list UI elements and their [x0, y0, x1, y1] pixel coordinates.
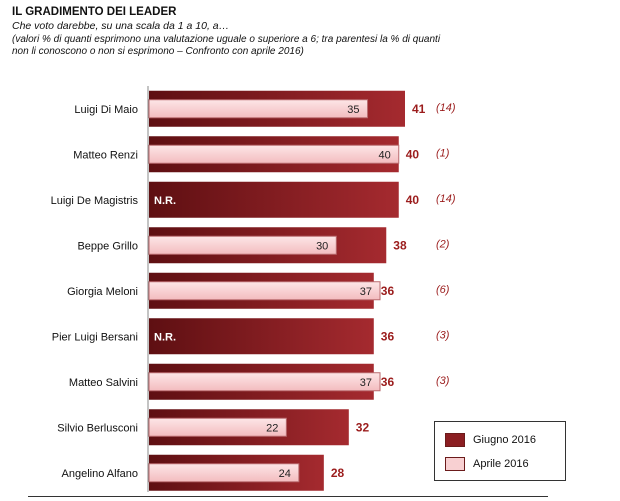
chart-title: IL GRADIMENTO DEI LEADER [12, 6, 177, 18]
bar-aprile [148, 372, 381, 392]
unknown-share-label: (2) [436, 238, 450, 250]
chart-note: (valori % di quanti esprimono una valuta… [12, 34, 441, 57]
legend-label-giugno: Giugno 2016 [473, 434, 536, 446]
chart-legend: Giugno 2016 Aprile 2016 [434, 421, 566, 481]
category-label: Beppe Grillo [77, 240, 138, 252]
unknown-share-label: (3) [436, 375, 450, 387]
value-label-aprile: 30 [316, 240, 328, 252]
na-label: N.R. [154, 195, 176, 207]
value-label-giugno: 36 [381, 375, 395, 389]
value-label-giugno: 36 [381, 329, 395, 343]
bar-giugno [149, 318, 374, 355]
unknown-share-label: (14) [436, 102, 456, 114]
legend-swatch-aprile [445, 457, 465, 471]
value-label-giugno: 41 [412, 102, 426, 116]
unknown-share-label: (6) [436, 284, 450, 296]
category-label: Matteo Renzi [73, 149, 138, 161]
category-label: Giorgia Meloni [67, 286, 138, 298]
bar-aprile [148, 99, 369, 119]
value-label-aprile: 37 [360, 286, 372, 298]
category-label: Luigi Di Maio [74, 104, 138, 116]
bar-aprile [148, 281, 381, 301]
category-label: Angelino Alfano [62, 468, 138, 480]
value-label-aprile: 37 [360, 377, 372, 389]
bar-giugno [149, 181, 399, 218]
value-label-aprile: 40 [379, 149, 391, 161]
value-label-giugno: 40 [406, 193, 420, 207]
value-label-aprile: 24 [279, 468, 291, 480]
unknown-share-label: (3) [436, 329, 450, 341]
legend-label-aprile: Aprile 2016 [473, 458, 529, 470]
bar-aprile [148, 144, 400, 164]
value-label-giugno: 28 [331, 466, 345, 480]
value-label-giugno: 36 [381, 284, 395, 298]
value-label-giugno: 32 [356, 420, 370, 434]
bar-aprile [148, 463, 300, 483]
legend-item-giugno: Giugno 2016 [445, 432, 536, 448]
unknown-share-label: (1) [436, 147, 450, 159]
legend-item-aprile: Aprile 2016 [445, 456, 529, 472]
bottom-rule [28, 496, 548, 497]
value-label-aprile: 35 [347, 104, 359, 116]
category-label: Pier Luigi Bersani [52, 331, 138, 343]
legend-swatch-giugno [445, 433, 465, 447]
value-label-giugno: 38 [393, 238, 407, 252]
category-label: Matteo Salvini [69, 377, 138, 389]
bar-aprile [148, 235, 337, 255]
category-label: Silvio Berlusconi [57, 422, 138, 434]
unknown-share-label: (14) [436, 193, 456, 205]
value-label-giugno: 40 [406, 147, 420, 161]
value-label-aprile: 22 [266, 422, 278, 434]
bar-aprile [148, 417, 287, 437]
na-label: N.R. [154, 331, 176, 343]
category-label: Luigi De Magistris [51, 195, 139, 207]
chart-subtitle: Che voto darebbe, su una scala da 1 a 10… [12, 20, 230, 32]
